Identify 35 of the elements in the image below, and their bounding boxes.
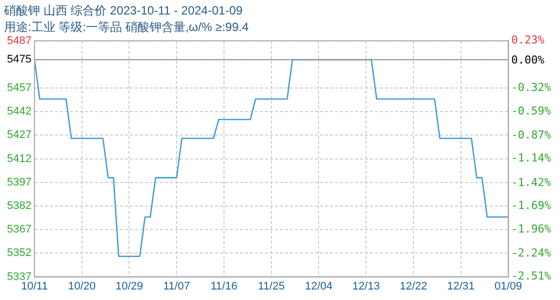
y-tick-label: 5427 — [6, 129, 32, 142]
y-tick-label: 5367 — [6, 224, 32, 236]
x-tick-label: 01/09 — [494, 280, 522, 292]
y2-tick-label: -2.51% — [511, 270, 552, 283]
x-tick-label: 11/16 — [210, 280, 238, 292]
x-tick-label: 12/04 — [304, 280, 333, 292]
y-tick-label: 5475 — [6, 54, 32, 66]
x-tick-label: 12/22 — [400, 280, 428, 292]
y2-tick-label: 0.00% — [511, 53, 545, 66]
y-tick-label: 5412 — [6, 152, 32, 165]
y-tick-label: 5382 — [6, 200, 32, 212]
chart-title: 硝酸钾 山西 综合价 2023-10-11 - 2024-01-09 — [3, 4, 243, 18]
x-tick-label: 12/31 — [447, 280, 475, 292]
y2-tick-label: -1.14% — [511, 152, 552, 165]
y-tick-label: 5352 — [6, 247, 32, 260]
x-tick-label: 12/13 — [352, 280, 380, 292]
x-tick-label: 10/11 — [21, 280, 48, 292]
y2-tick-label: -1.69% — [511, 199, 552, 212]
y2-tick-label: -0.87% — [511, 128, 552, 142]
y-tick-label: 5442 — [6, 106, 32, 118]
y-tick-label: 5337 — [6, 270, 32, 283]
y-tick-label: 5487 — [6, 34, 32, 47]
y-tick-label: 5457 — [6, 82, 32, 94]
y-tick-label: 5397 — [6, 176, 32, 188]
y2-tick-label: -1.96% — [511, 222, 552, 236]
y2-tick-label: 0.23% — [511, 34, 545, 47]
y2-tick-label: -2.24% — [511, 246, 552, 260]
y2-tick-label: -1.42% — [511, 176, 552, 189]
y2-tick-label: -0.32% — [511, 81, 552, 94]
x-tick-label: 10/29 — [115, 280, 143, 292]
x-tick-label: 11/25 — [258, 280, 285, 292]
chart-subtitle: 用途:工业 等级:一等品 硝酸钾含量,ω/% ≥:99.4 — [4, 20, 249, 34]
x-tick-label: 10/20 — [68, 280, 96, 292]
x-tick-label: 11/07 — [163, 280, 190, 292]
y2-tick-label: -0.59% — [511, 104, 552, 118]
